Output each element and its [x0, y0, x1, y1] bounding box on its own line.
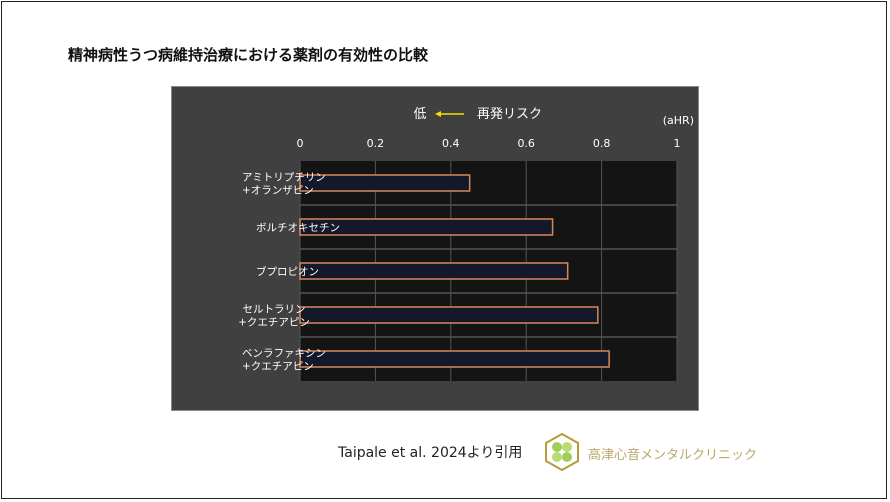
unit-label: (aHR): [663, 114, 694, 127]
x-tick-label: 1: [674, 137, 681, 150]
category-label: +クエチアピン: [242, 361, 314, 373]
category-label: ボルチオキセチン: [256, 222, 340, 234]
x-tick-label: 0.6: [517, 137, 535, 150]
header-risk-label: 再発リスク: [477, 107, 542, 122]
bar: [299, 174, 471, 192]
clover-hexagon-logo-icon: [545, 432, 579, 472]
citation: Taipale et al. 2024より引用: [338, 445, 523, 461]
x-tick-label: 0.8: [593, 137, 611, 150]
category-label: ブプロピオン: [256, 265, 319, 278]
category-label: セルトラリン: [243, 304, 306, 316]
clinic-name: 高津心音メンタルクリニック: [588, 448, 758, 463]
arrow-left-icon: [435, 111, 441, 117]
chart-panel: 0 0.2 0.4 0.6 0.8 1 低 再発リスク (aHR) アミトリプチリン +オランザピン…: [171, 86, 699, 411]
category-label: +オランザピン: [242, 185, 314, 197]
x-tick-label: 0.2: [367, 137, 385, 150]
header-low-label: 低: [413, 107, 426, 122]
bar-chart: 0 0.2 0.4 0.6 0.8 1 低 再発リスク (aHR) アミトリプチリン+オランザピン…: [238, 107, 694, 381]
bar: [299, 306, 599, 324]
bar: [299, 350, 610, 368]
x-tick-label: 0.4: [442, 137, 460, 150]
bar: [299, 218, 554, 236]
category-label: ベンラファキシン: [242, 348, 326, 360]
category-label: アミトリプチリン: [242, 172, 326, 184]
x-tick-label: 0: [297, 137, 304, 150]
slide-title: 精神病性うつ病維持治療における薬剤の有効性の比較: [68, 46, 429, 64]
bar: [299, 262, 569, 280]
category-label: +クエチアピン: [238, 317, 310, 329]
